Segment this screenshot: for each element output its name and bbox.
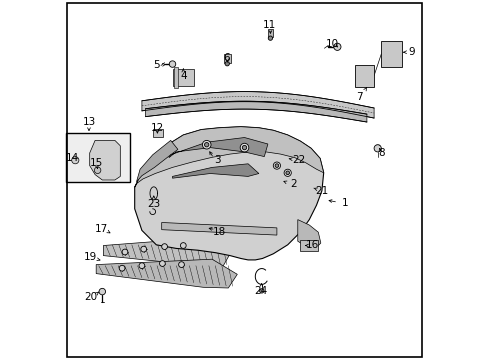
Polygon shape	[89, 140, 120, 180]
Text: 5: 5	[153, 60, 159, 70]
Bar	[152, 129, 163, 137]
Text: 13: 13	[82, 117, 96, 127]
Circle shape	[333, 43, 340, 50]
Circle shape	[242, 145, 246, 150]
Bar	[268, 29, 272, 37]
Text: 23: 23	[147, 199, 160, 210]
Circle shape	[178, 262, 184, 267]
Circle shape	[122, 249, 127, 255]
Polygon shape	[142, 91, 373, 118]
Text: 4: 4	[180, 71, 186, 81]
Text: 3: 3	[214, 155, 221, 165]
Text: 11: 11	[263, 20, 276, 30]
Polygon shape	[145, 101, 366, 122]
Circle shape	[240, 143, 248, 152]
Text: 17: 17	[94, 224, 108, 234]
Circle shape	[224, 62, 229, 66]
Circle shape	[94, 167, 101, 174]
Circle shape	[169, 61, 175, 67]
Text: 16: 16	[305, 240, 319, 250]
Bar	[381, 41, 401, 67]
Circle shape	[259, 289, 264, 293]
Circle shape	[139, 263, 144, 269]
Bar	[172, 69, 194, 86]
Text: 7: 7	[356, 92, 362, 102]
Bar	[223, 54, 230, 63]
Text: 24: 24	[254, 286, 267, 296]
Circle shape	[72, 157, 79, 164]
Bar	[355, 65, 373, 87]
Text: 1: 1	[341, 198, 348, 208]
Circle shape	[275, 164, 278, 167]
Circle shape	[285, 171, 289, 175]
Text: 12: 12	[150, 123, 163, 133]
Circle shape	[141, 246, 146, 252]
Circle shape	[180, 243, 186, 248]
Polygon shape	[134, 127, 323, 260]
Polygon shape	[297, 220, 320, 248]
Circle shape	[268, 36, 272, 40]
Text: 21: 21	[315, 186, 328, 196]
Polygon shape	[134, 127, 323, 187]
Circle shape	[284, 169, 291, 176]
Polygon shape	[172, 164, 258, 178]
Circle shape	[204, 143, 208, 147]
Bar	[66, 133, 130, 182]
Circle shape	[119, 265, 125, 271]
Text: 15: 15	[90, 158, 103, 168]
Text: 14: 14	[66, 153, 79, 163]
Circle shape	[159, 261, 165, 266]
Circle shape	[373, 145, 381, 152]
Text: 18: 18	[212, 227, 225, 237]
Circle shape	[162, 244, 167, 249]
Polygon shape	[103, 238, 230, 266]
Polygon shape	[168, 138, 267, 158]
Circle shape	[202, 140, 211, 149]
Text: 6: 6	[223, 53, 229, 63]
Text: 9: 9	[408, 47, 414, 57]
Text: 10: 10	[325, 39, 339, 49]
Text: 20: 20	[83, 292, 97, 302]
Text: 19: 19	[83, 252, 97, 262]
Polygon shape	[162, 222, 276, 235]
Circle shape	[99, 288, 105, 295]
Text: 8: 8	[378, 148, 385, 158]
Polygon shape	[136, 140, 178, 182]
Text: 22: 22	[291, 155, 305, 165]
Circle shape	[273, 162, 280, 169]
Bar	[300, 240, 317, 251]
Text: 2: 2	[289, 179, 296, 189]
Bar	[174, 67, 178, 88]
Polygon shape	[96, 259, 237, 288]
